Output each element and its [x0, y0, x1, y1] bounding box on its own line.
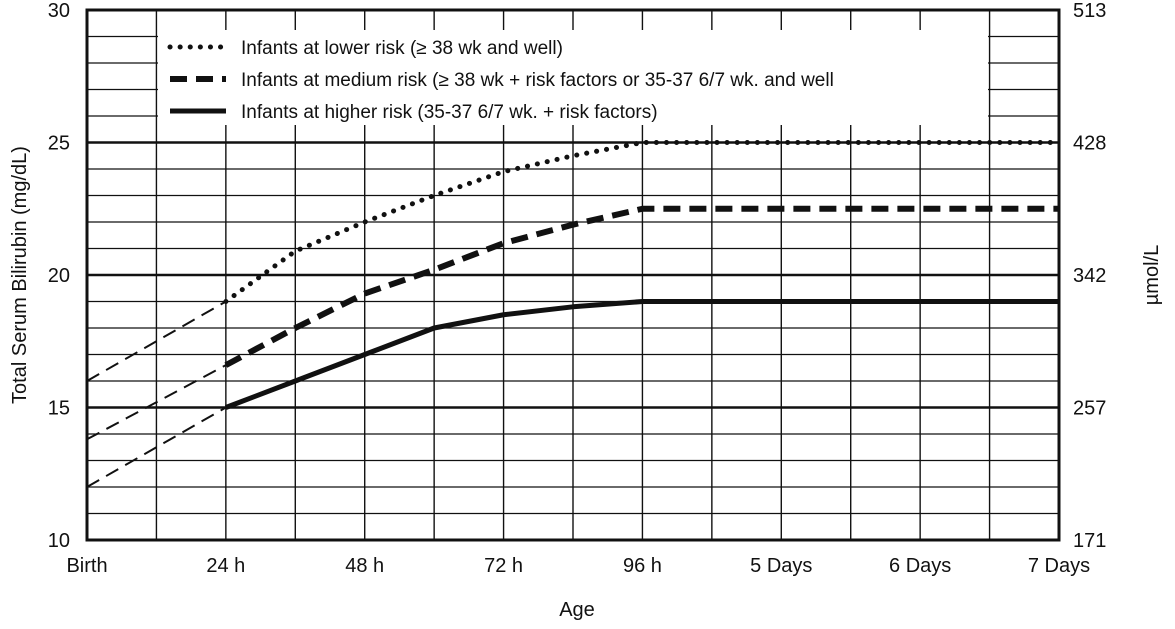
y-tick-label-left: 10: [48, 530, 70, 552]
y-tick-label-left: 20: [48, 265, 70, 287]
plot-frame: [85, 8, 1061, 542]
legend-label-medium-risk: Infants at medium risk (≥ 38 wk + risk f…: [241, 70, 834, 91]
y-tick-label-right: 342: [1073, 265, 1106, 287]
x-tick-label: Birth: [66, 555, 107, 577]
legend: Infants at lower risk (≥ 38 wk and well)…: [158, 30, 988, 125]
x-tick-label: 7 Days: [1028, 555, 1090, 577]
y-tick-label-left: 25: [48, 133, 70, 155]
y-tick-label-left: 30: [48, 0, 70, 22]
extrapolation-line-2: [86, 406, 227, 488]
x-tick-labels: Birth 24 h 48 h 72 h 96 h 5 Days 6 Days 7 Days: [66, 555, 1090, 577]
extrapolation-line-1: [86, 364, 227, 441]
series-line-solid: [224, 299, 1059, 410]
y-tick-label-right: 513: [1073, 0, 1106, 22]
legend-label-higher-risk: Infants at higher risk (35-37 6/7 wk. + …: [241, 102, 658, 123]
y-tick-labels-right: 171 257 342 428 513: [1073, 0, 1106, 552]
x-tick-label: 72 h: [484, 555, 523, 577]
y-tick-label-right: 171: [1073, 530, 1106, 552]
x-axis-title: Age: [559, 599, 595, 621]
y-axis-title-left: Total Serum Bilirubin (mg/dL): [9, 146, 31, 404]
y-tick-label-right: 428: [1073, 133, 1106, 155]
x-tick-label: 48 h: [345, 555, 384, 577]
legend-background: [158, 30, 988, 125]
extrapolation-lines: [86, 300, 227, 488]
y-tick-labels-left: 10 15 20 25 30: [48, 0, 70, 552]
y-axis-title-right: µmol/L: [1141, 245, 1163, 305]
series-line-dotted: [223, 140, 1062, 304]
series-line-dashed: [224, 205, 1059, 368]
x-tick-label: 24 h: [206, 555, 245, 577]
y-tick-label-right: 257: [1073, 398, 1106, 420]
series-lines: [223, 140, 1062, 410]
extrapolation-line-0: [86, 300, 227, 382]
x-tick-label: 96 h: [623, 555, 662, 577]
y-tick-label-left: 15: [48, 398, 70, 420]
legend-label-lower-risk: Infants at lower risk (≥ 38 wk and well): [241, 38, 563, 59]
x-tick-label: 5 Days: [750, 555, 812, 577]
x-tick-label: 6 Days: [889, 555, 951, 577]
